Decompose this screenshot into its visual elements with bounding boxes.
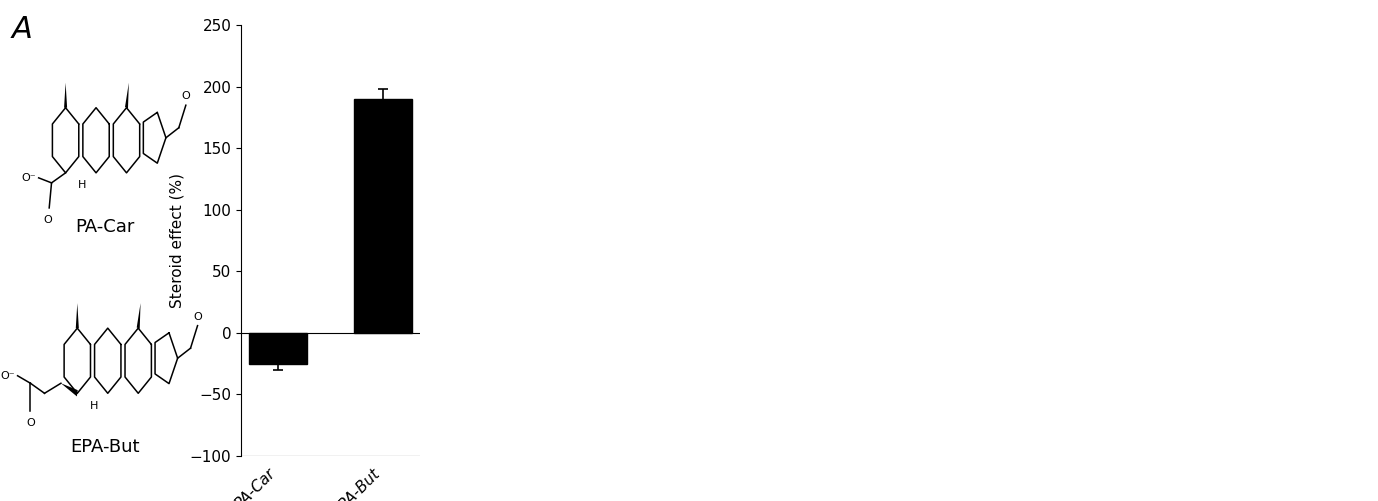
Text: O: O: [193, 312, 203, 322]
Polygon shape: [76, 303, 79, 328]
Text: O: O: [26, 418, 34, 428]
Text: A: A: [11, 15, 33, 44]
Bar: [249, 333, 307, 364]
Text: H: H: [77, 180, 87, 190]
Polygon shape: [136, 303, 141, 329]
Text: O: O: [44, 215, 52, 225]
Text: PA-Car: PA-Car: [76, 218, 135, 236]
Polygon shape: [63, 83, 68, 108]
Bar: [354, 99, 412, 333]
Polygon shape: [125, 83, 130, 108]
Text: H: H: [90, 401, 98, 411]
Text: O: O: [182, 91, 190, 101]
Text: EPA-But: EPA-But: [70, 438, 141, 456]
Y-axis label: Steroid effect (%): Steroid effect (%): [169, 173, 185, 308]
Text: O⁻: O⁻: [21, 173, 36, 183]
Text: O⁻: O⁻: [0, 371, 15, 381]
Polygon shape: [61, 383, 77, 396]
